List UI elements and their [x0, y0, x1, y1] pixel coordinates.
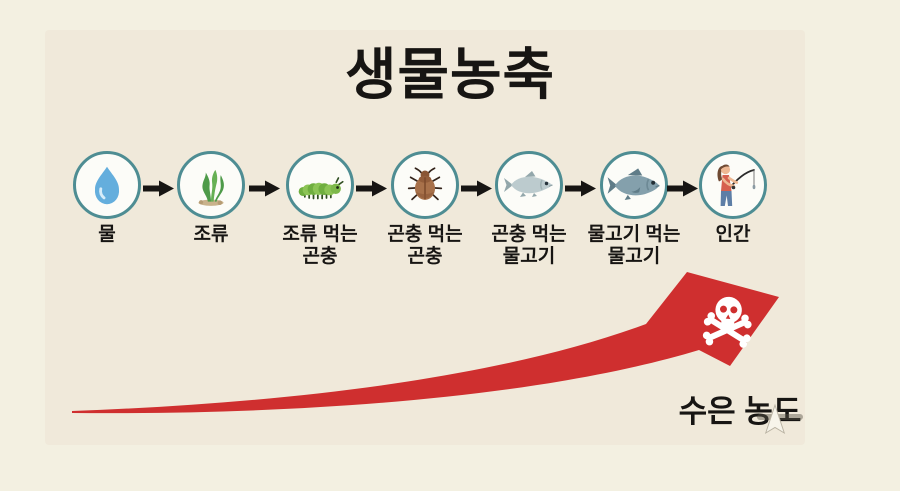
chain-item-insect-eating-insect: 곤충 먹는 곤충	[365, 151, 485, 268]
mouse-cursor	[764, 403, 786, 435]
small-fish-icon	[495, 151, 563, 219]
right-arrow-icon	[461, 180, 492, 197]
chain-item-fish-eating-fish: 물고기 먹는 물고기	[574, 151, 694, 268]
chain-item-algae-eating-insect: 조류 먹는 곤충	[260, 151, 380, 268]
chain-item-label: 곤충 먹는 곤충	[387, 224, 463, 267]
right-arrow-icon	[565, 180, 596, 197]
chain-item-human: 인간	[673, 151, 793, 246]
algae-icon	[177, 151, 245, 219]
chain-item-insect-eating-fish: 곤충 먹는 물고기	[469, 151, 589, 268]
chain-item-algae: 조류	[151, 151, 271, 246]
right-arrow-icon	[356, 180, 387, 197]
right-arrow-icon	[667, 180, 698, 197]
cursor-shadow	[757, 414, 803, 420]
chain-item-label: 조류 먹는 곤충	[282, 224, 358, 267]
page-title: 생물농축	[344, 43, 556, 106]
chain-item-water: 물	[47, 151, 167, 246]
chain-item-label: 물고기 먹는 물고기	[587, 224, 681, 267]
right-arrow-icon	[143, 180, 174, 197]
human-fishing-icon	[699, 151, 767, 219]
mercury-concentration-label: 수은 농도	[678, 394, 802, 429]
right-arrow-icon	[249, 180, 280, 197]
chain-item-label: 조류	[193, 224, 229, 245]
chain-item-label: 물	[98, 224, 116, 245]
chain-item-label: 인간	[715, 224, 751, 245]
chain-item-label: 곤충 먹는 물고기	[491, 224, 567, 267]
caterpillar-icon	[286, 151, 354, 219]
large-fish-icon	[600, 151, 668, 219]
water-drop-icon	[73, 151, 141, 219]
beetle-icon	[391, 151, 459, 219]
